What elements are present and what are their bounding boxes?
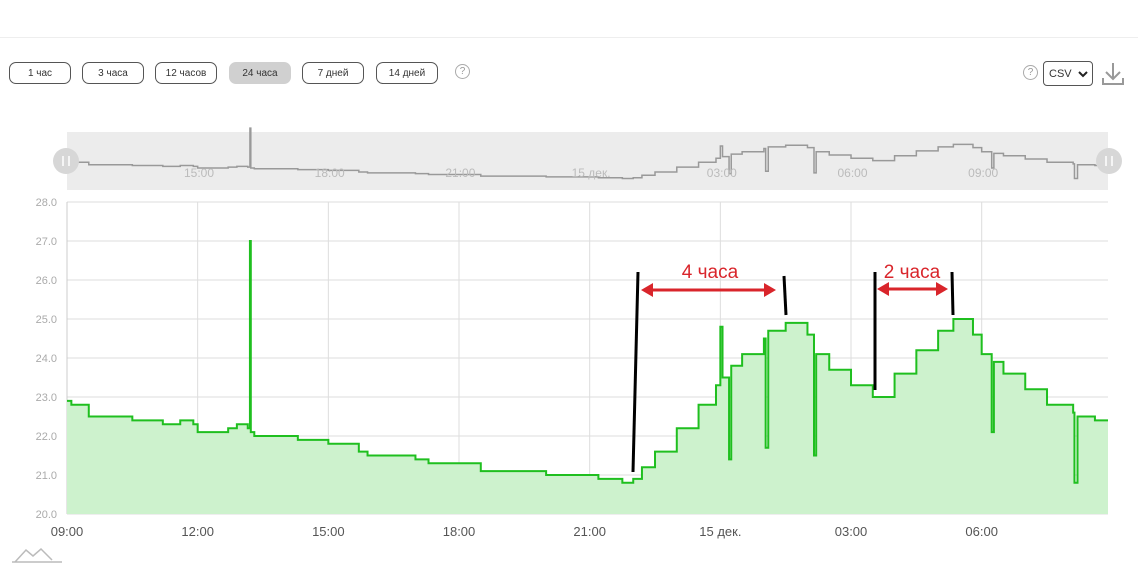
y-tick-label: 23.0 xyxy=(36,392,57,404)
divider xyxy=(0,37,1138,38)
help-icon[interactable]: ? xyxy=(455,64,470,79)
navigator-line xyxy=(67,127,1108,180)
range-button[interactable]: 1 час xyxy=(9,62,71,84)
chevron xyxy=(1078,71,1088,78)
y-tick-label: 21.0 xyxy=(36,470,57,482)
marker-line xyxy=(631,271,640,473)
range-button[interactable]: 3 часа xyxy=(82,62,144,84)
handle-grip xyxy=(62,156,1113,166)
navigator-label: 06:00 xyxy=(837,166,867,180)
x-tick-label: 15 дек. xyxy=(699,524,741,539)
marker-line xyxy=(782,275,788,316)
plot: 20.0 21.0 22.0 23.0 24.0 25.0 26.0 27.0 28.0 09:0… xyxy=(36,197,1108,539)
navigator-label: 09:00 xyxy=(968,166,998,180)
area xyxy=(67,241,1108,514)
navigator-label: 15:00 xyxy=(184,166,214,180)
y-tick-label: 26.0 xyxy=(36,275,57,287)
y-tick-label: 28.0 xyxy=(36,197,57,209)
format-text: CSV xyxy=(1049,68,1072,80)
navigator-label: 18:00 xyxy=(315,166,345,180)
navigator-handle[interactable] xyxy=(1096,148,1122,174)
help-icon[interactable]: ? xyxy=(1023,65,1038,80)
x-tick-label: 18:00 xyxy=(443,524,476,539)
x-tick-label: 21:00 xyxy=(573,524,606,539)
range-button[interactable]: 14 дней xyxy=(376,62,438,84)
navigator-bg xyxy=(67,132,1108,190)
navigator: 15:00 18:00 21:00 15 дек. 03:00 06:00 09:00 xyxy=(67,127,1108,180)
navigator-label: 21:00 xyxy=(445,166,475,180)
y-tick-label: 22.0 xyxy=(36,431,57,443)
annotation: 2 часа xyxy=(884,262,941,283)
x-tick-label: 09:00 xyxy=(51,524,84,539)
annotation: 4 часа xyxy=(682,262,739,283)
navigator-label: 03:00 xyxy=(707,166,737,180)
range-button[interactable]: 7 дней xyxy=(302,62,364,84)
navigator-label: 15 дек. xyxy=(572,166,611,180)
download-icon[interactable] xyxy=(1101,61,1127,87)
y-tick-label: 25.0 xyxy=(36,314,57,326)
x-tick-label: 03:00 xyxy=(835,524,868,539)
marker-line xyxy=(950,271,955,316)
line xyxy=(67,240,1108,484)
x-tick-label: 06:00 xyxy=(965,524,998,539)
range-button[interactable]: 12 часов xyxy=(155,62,217,84)
logo xyxy=(12,547,62,563)
range-button[interactable]: 24 часа xyxy=(229,62,291,84)
y-tick-label: 27.0 xyxy=(36,236,57,248)
x-tick-label: 12:00 xyxy=(181,524,214,539)
navigator-handle[interactable] xyxy=(53,148,79,174)
format-select[interactable]: CSV xyxy=(1043,61,1093,86)
x-tick-label: 15:00 xyxy=(312,524,345,539)
y-tick-label: 20.0 xyxy=(36,509,57,521)
y-tick-label: 24.0 xyxy=(36,353,57,365)
